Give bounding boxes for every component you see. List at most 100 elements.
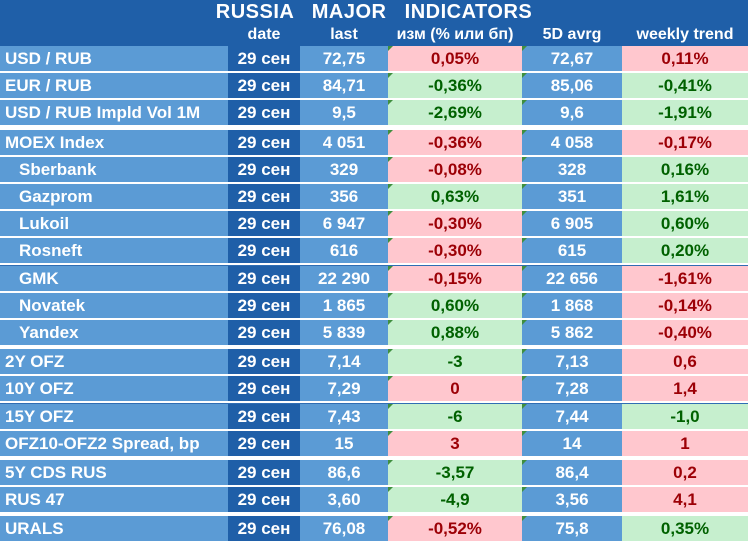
header-date: date xyxy=(228,24,300,46)
row-last: 7,14 xyxy=(300,349,388,376)
row-date: 29 сен xyxy=(228,266,300,293)
row-weekly-trend: 0,2 xyxy=(622,460,748,487)
row-name: OFZ10-OFZ2 Spread, bp xyxy=(0,431,228,458)
row-5d-average: 4 058 xyxy=(522,130,622,157)
row-name: EUR / RUB xyxy=(0,73,228,100)
row-change: -0,15% xyxy=(388,266,522,293)
row-last: 9,5 xyxy=(300,100,388,127)
row-name: Sberbank xyxy=(0,157,228,184)
row-5d-average: 9,6 xyxy=(522,100,622,127)
row-change: -4,9 xyxy=(388,487,522,514)
row-change: -6 xyxy=(388,404,522,431)
row-5d-average: 86,4 xyxy=(522,460,622,487)
row-weekly-trend: -0,14% xyxy=(622,293,748,320)
row-weekly-trend: 1 xyxy=(622,431,748,458)
row-last: 15 xyxy=(300,431,388,458)
row-change: -3,57 xyxy=(388,460,522,487)
group-separator xyxy=(0,457,748,460)
row-last: 72,75 xyxy=(300,46,388,73)
row-last: 4 051 xyxy=(300,130,388,157)
row-weekly-trend: 0,60% xyxy=(622,211,748,238)
row-last: 6 947 xyxy=(300,211,388,238)
row-date: 29 сен xyxy=(228,46,300,73)
header-last: last xyxy=(300,24,388,46)
row-change: 0,60% xyxy=(388,293,522,320)
row-5d-average: 7,28 xyxy=(522,376,622,403)
row-date: 29 сен xyxy=(228,100,300,127)
row-5d-average: 72,67 xyxy=(522,46,622,73)
row-date: 29 сен xyxy=(228,130,300,157)
row-weekly-trend: -1,61% xyxy=(622,266,748,293)
row-5d-average: 14 xyxy=(522,431,622,458)
row-date: 29 сен xyxy=(228,431,300,458)
row-last: 76,08 xyxy=(300,516,388,543)
header-name xyxy=(0,24,228,46)
row-last: 7,43 xyxy=(300,404,388,431)
row-name: 15Y OFZ xyxy=(0,404,228,431)
row-date: 29 сен xyxy=(228,349,300,376)
row-weekly-trend: -0,17% xyxy=(622,130,748,157)
row-weekly-trend: 1,61% xyxy=(622,184,748,211)
row-last: 84,71 xyxy=(300,73,388,100)
row-last: 22 290 xyxy=(300,266,388,293)
row-change: -0,36% xyxy=(388,73,522,100)
row-date: 29 сен xyxy=(228,320,300,347)
row-change: 3 xyxy=(388,431,522,458)
row-change: 0,63% xyxy=(388,184,522,211)
row-5d-average: 75,8 xyxy=(522,516,622,543)
row-change: -0,30% xyxy=(388,211,522,238)
row-date: 29 сен xyxy=(228,238,300,265)
row-last: 616 xyxy=(300,238,388,265)
row-change: -2,69% xyxy=(388,100,522,127)
row-date: 29 сен xyxy=(228,487,300,514)
row-name: RUS 47 xyxy=(0,487,228,514)
row-change: 0 xyxy=(388,376,522,403)
row-5d-average: 351 xyxy=(522,184,622,211)
row-change: 0,05% xyxy=(388,46,522,73)
row-name: 10Y OFZ xyxy=(0,376,228,403)
row-change: -0,36% xyxy=(388,130,522,157)
row-last: 5 839 xyxy=(300,320,388,347)
row-last: 7,29 xyxy=(300,376,388,403)
row-5d-average: 22 656 xyxy=(522,266,622,293)
row-name: Yandex xyxy=(0,320,228,347)
row-name: USD / RUB xyxy=(0,46,228,73)
row-5d-average: 6 905 xyxy=(522,211,622,238)
row-last: 86,6 xyxy=(300,460,388,487)
row-change: -0,52% xyxy=(388,516,522,543)
row-weekly-trend: -1,0 xyxy=(622,404,748,431)
row-date: 29 сен xyxy=(228,404,300,431)
row-name: GMK xyxy=(0,266,228,293)
row-date: 29 сен xyxy=(228,157,300,184)
row-5d-average: 328 xyxy=(522,157,622,184)
row-name: Rosneft xyxy=(0,238,228,265)
row-last: 329 xyxy=(300,157,388,184)
group-separator xyxy=(0,513,748,516)
row-date: 29 сен xyxy=(228,211,300,238)
row-weekly-trend: 0,6 xyxy=(622,349,748,376)
row-date: 29 сен xyxy=(228,293,300,320)
row-weekly-trend: 0,35% xyxy=(622,516,748,543)
header-weekly-trend: weekly trend xyxy=(622,24,748,46)
row-name: USD / RUB Impld Vol 1M xyxy=(0,100,228,127)
row-name: MOEX Index xyxy=(0,130,228,157)
row-name: 5Y CDS RUS xyxy=(0,460,228,487)
row-5d-average: 5 862 xyxy=(522,320,622,347)
row-5d-average: 615 xyxy=(522,238,622,265)
row-last: 3,60 xyxy=(300,487,388,514)
row-name: Novatek xyxy=(0,293,228,320)
row-5d-average: 7,44 xyxy=(522,404,622,431)
table-title: RUSSIA MAJOR INDICATORS xyxy=(0,0,748,24)
row-weekly-trend: 0,20% xyxy=(622,238,748,265)
row-weekly-trend: -0,41% xyxy=(622,73,748,100)
row-5d-average: 7,13 xyxy=(522,349,622,376)
row-name: Gazprom xyxy=(0,184,228,211)
row-weekly-trend: 0,16% xyxy=(622,157,748,184)
row-date: 29 сен xyxy=(228,184,300,211)
row-weekly-trend: -1,91% xyxy=(622,100,748,127)
row-weekly-trend: 0,11% xyxy=(622,46,748,73)
row-weekly-trend: 4,1 xyxy=(622,487,748,514)
row-name: Lukoil xyxy=(0,211,228,238)
row-change: 0,88% xyxy=(388,320,522,347)
